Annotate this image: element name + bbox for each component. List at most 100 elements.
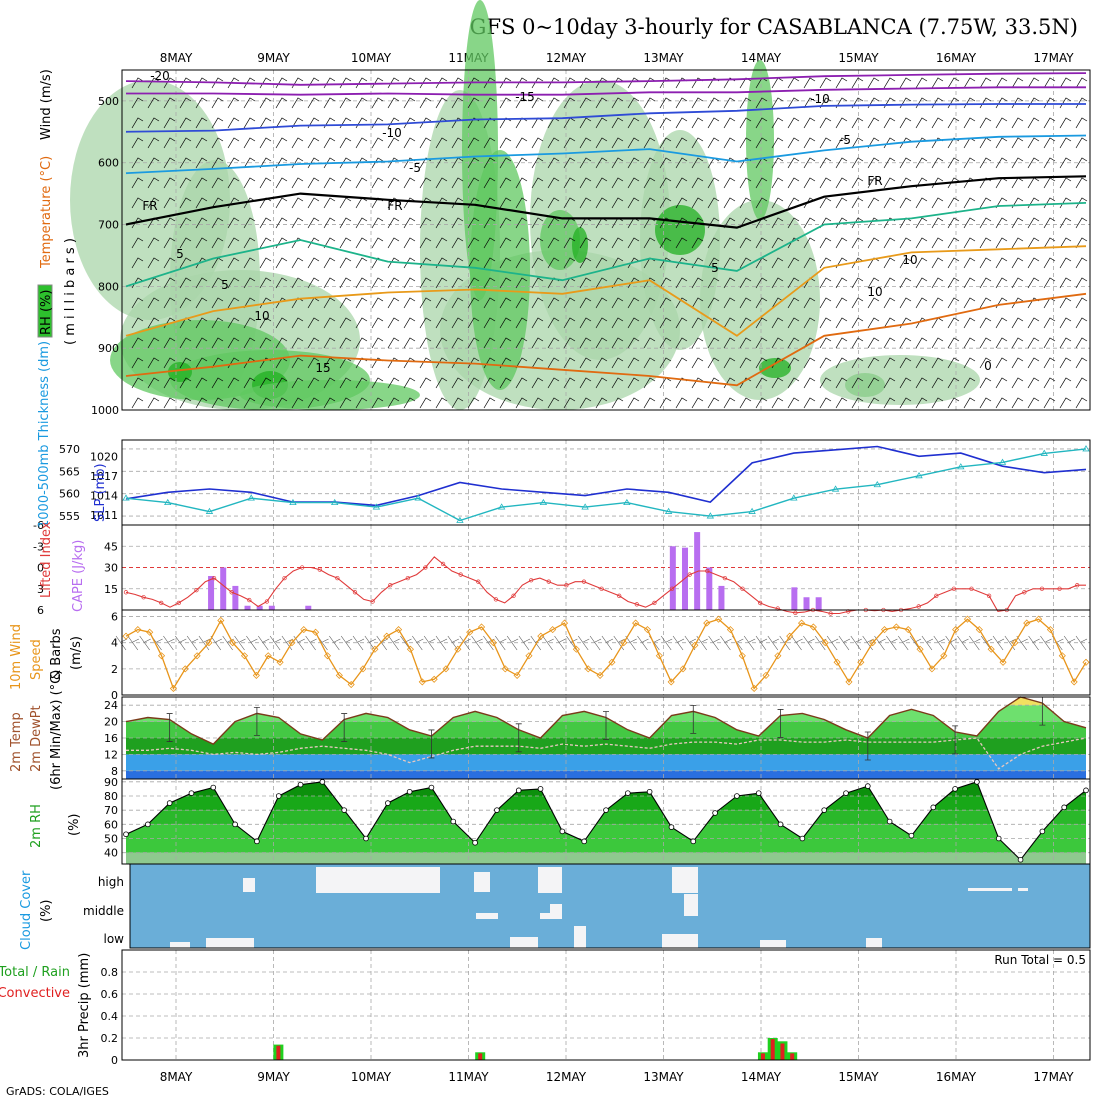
wind-barb bbox=[675, 97, 688, 109]
rh-marker bbox=[734, 793, 740, 799]
wind-speed-marker bbox=[572, 645, 580, 653]
wind-barb bbox=[163, 237, 176, 249]
cloud-cell bbox=[866, 938, 882, 948]
cape-bar bbox=[208, 576, 215, 610]
wind-barb bbox=[211, 197, 224, 209]
wind-barb bbox=[995, 117, 1008, 129]
wind-barb bbox=[851, 257, 864, 269]
surface-wind-barb bbox=[269, 635, 282, 651]
wind-barb bbox=[147, 177, 160, 189]
wind-barb bbox=[899, 137, 912, 149]
wind-barb bbox=[275, 257, 288, 269]
wind-barb bbox=[787, 117, 800, 129]
wind-barb bbox=[995, 137, 1008, 149]
wind-barb bbox=[515, 177, 528, 189]
wind-barb bbox=[275, 137, 288, 149]
wind-barb bbox=[371, 137, 384, 149]
wind-barb bbox=[1043, 117, 1056, 129]
precip-convective-bar bbox=[770, 1039, 775, 1060]
wind-barb bbox=[387, 257, 400, 269]
li-marker bbox=[247, 597, 252, 603]
wind10m-axis-labels: 10m Wind Speed & Barbs (m/s) bbox=[9, 624, 84, 690]
wind-barb bbox=[979, 277, 992, 289]
wind-barb bbox=[947, 357, 960, 369]
wind-barb bbox=[979, 117, 992, 129]
rh-shading bbox=[655, 205, 705, 255]
wind-barb bbox=[883, 297, 896, 309]
li-marker bbox=[458, 572, 463, 577]
wind-barb bbox=[771, 97, 784, 109]
wind-barb bbox=[755, 297, 768, 309]
wind-barb bbox=[531, 257, 544, 269]
wind-speed-marker bbox=[430, 675, 438, 683]
wind-barb bbox=[259, 237, 272, 249]
cloud-cell bbox=[206, 938, 254, 948]
surface-wind-barb bbox=[672, 635, 685, 651]
wind-barb bbox=[611, 297, 624, 309]
wind-barb bbox=[675, 117, 688, 129]
surface-wind-barb bbox=[495, 635, 507, 651]
wind-barb bbox=[259, 77, 272, 89]
wind-barb bbox=[483, 337, 496, 349]
y-tick-slp: 1017 bbox=[90, 470, 118, 483]
rh-marker bbox=[755, 790, 762, 796]
wind-barb bbox=[1011, 317, 1024, 329]
wind-barb bbox=[339, 297, 352, 309]
wind-barb bbox=[627, 177, 640, 189]
cloud-cell bbox=[550, 904, 562, 916]
wind10m-label-1: 10m Wind bbox=[9, 624, 24, 690]
wind-barb bbox=[323, 337, 336, 349]
wind-barb bbox=[163, 357, 176, 369]
wind-barb bbox=[931, 297, 944, 309]
wind-barb bbox=[339, 217, 352, 229]
wind-barb bbox=[739, 197, 752, 209]
wind-barb bbox=[1075, 297, 1088, 309]
li-marker bbox=[511, 593, 516, 598]
wind-barb bbox=[467, 297, 480, 309]
wind-barb bbox=[371, 97, 384, 109]
li-marker bbox=[194, 588, 199, 593]
y-tick-precip: 0.2 bbox=[101, 1032, 119, 1045]
wind-barb bbox=[723, 357, 736, 369]
wind-barb bbox=[131, 77, 144, 89]
wind-barb bbox=[323, 137, 336, 149]
wind-barb bbox=[787, 197, 800, 209]
wind-barb bbox=[1011, 357, 1024, 369]
wind-barb bbox=[147, 97, 160, 109]
wind-barb bbox=[387, 237, 400, 249]
wind-barb bbox=[723, 117, 736, 129]
wind-barb bbox=[627, 297, 640, 309]
wind-barb bbox=[851, 197, 864, 209]
wind-barb bbox=[579, 397, 592, 409]
wind-barb bbox=[1059, 297, 1072, 309]
wind-barb bbox=[947, 317, 960, 329]
surface-wind-barb bbox=[886, 635, 898, 651]
wind-barb bbox=[867, 297, 880, 309]
temp-minmax-bar bbox=[166, 713, 173, 742]
wind-barb bbox=[291, 397, 304, 409]
temp2m-label-1: 2m Temp bbox=[9, 712, 24, 772]
wind-barb bbox=[899, 297, 912, 309]
wind-barb bbox=[947, 277, 960, 289]
li-marker bbox=[722, 575, 728, 581]
wind-barb bbox=[755, 97, 768, 109]
wind-barb bbox=[147, 357, 160, 369]
wind-barb bbox=[131, 397, 144, 409]
wind-barb bbox=[963, 217, 976, 229]
wind-barb bbox=[963, 277, 976, 289]
wind-barb bbox=[931, 397, 944, 409]
rh-shading bbox=[759, 358, 791, 378]
li-marker bbox=[229, 590, 234, 595]
wind-barb bbox=[931, 197, 944, 209]
wind-speed-marker bbox=[288, 639, 296, 647]
chart-title: GFS 0~10day 3-hourly for CASABLANCA (7.7… bbox=[470, 15, 1078, 39]
wind-barb bbox=[195, 237, 208, 249]
wind-barb bbox=[371, 397, 384, 409]
wind-barb bbox=[307, 137, 320, 149]
wind-barb bbox=[1075, 377, 1088, 389]
wind-barb bbox=[1043, 357, 1056, 369]
wind-speed-marker bbox=[1035, 615, 1043, 623]
wind-speed-marker bbox=[205, 639, 213, 647]
wind-barb bbox=[611, 177, 624, 189]
precip-panel: 0 0.2 0.4 0.6 0.8 bbox=[101, 949, 1091, 1067]
